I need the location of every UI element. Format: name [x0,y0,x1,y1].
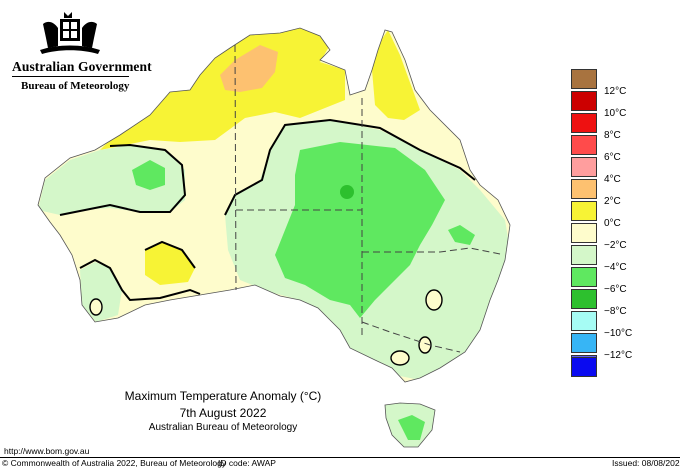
anomaly-zone-yellow-sw [145,242,195,285]
anomaly-zone-yellow-north [100,28,345,150]
legend-swatch [571,113,597,133]
contour-0 [144,240,196,269]
contour-0 [59,143,187,216]
legend-label: −8°C [604,306,627,317]
anomaly-zone-cream-blob [425,289,443,311]
contour-0 [79,258,201,302]
legend-swatch [571,357,597,377]
coastline [37,27,511,383]
bureau-title: Bureau of Meteorology [21,80,130,92]
legend-swatch [571,289,597,309]
legend-swatch [571,179,597,199]
state-border-wa [234,44,237,291]
state-border-nsw-qld [362,247,501,255]
anomaly-zone-darkgreen-spot [340,185,354,199]
footer-divider [0,457,680,458]
government-title: Australian Government [12,59,152,74]
map-date: 7th August 2022 [179,406,267,420]
footer-copyright: © Commonwealth of Australia 2022, Bureau… [2,458,227,468]
anomaly-zone-cream-blob [89,298,103,316]
legend-swatch [571,311,597,331]
legend-swatch [571,223,597,243]
legend-label: 12°C [604,86,627,97]
footer-id-code: ID code: AWAP [218,458,276,468]
legend-label: 0°C [604,218,621,229]
anomaly-zone-orange [220,45,278,92]
legend-label: 8°C [604,130,621,141]
anomaly-zone-cream-blob [390,350,410,366]
contour-0 [224,118,476,216]
legend-label: −4°C [604,262,627,273]
legend-swatch [571,135,597,155]
anomaly-zone-green-nw [132,160,165,190]
legend-swatch [571,267,597,287]
legend-swatch [571,91,597,111]
state-border-vic [361,321,461,353]
legend-swatch [571,333,597,353]
legend-label: 4°C [604,174,621,185]
map-agency: Australian Bureau of Meteorology [148,422,298,433]
footer-url[interactable]: http://www.bom.gov.au [4,446,90,456]
legend-label: 2°C [604,196,621,207]
legend-label: −10°C [604,328,633,339]
legend-swatch [571,201,597,221]
legend-label: −12°C [604,350,633,361]
header-divider [12,76,129,77]
legend-label: 6°C [604,152,621,163]
map-title: Maximum Temperature Anomaly (°C) [124,389,322,403]
anomaly-zone-green-east [448,225,475,245]
anomaly-zone-yellow-cape [372,30,420,120]
legend-label: −6°C [604,284,627,295]
legend-label: −2°C [604,240,627,251]
footer-issued: Issued: 08/08/2022 [612,458,680,468]
coat-of-arms-logo [38,10,102,56]
legend-swatch [571,157,597,177]
anomaly-zone-green-central [275,142,445,318]
legend-swatch [571,69,597,89]
legend-label: 10°C [604,108,627,119]
legend-swatch [571,245,597,265]
